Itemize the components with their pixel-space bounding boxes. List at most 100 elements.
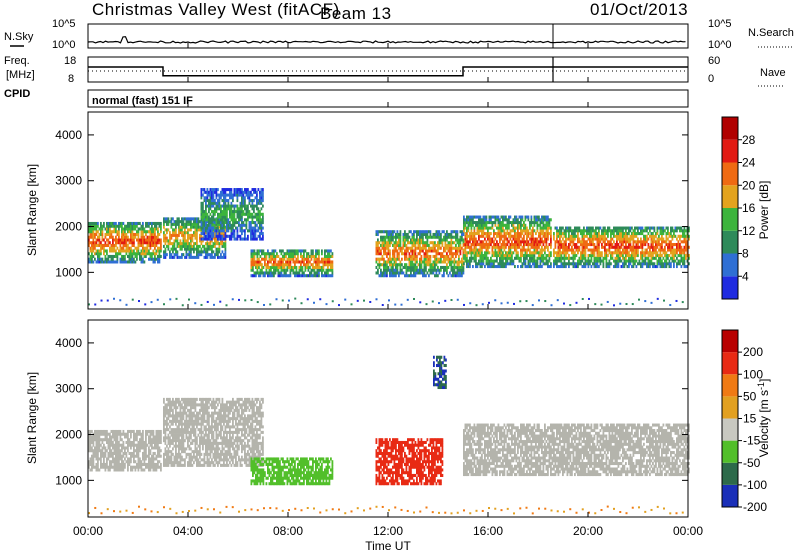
power-cell — [476, 251, 479, 255]
power-cell — [134, 260, 137, 264]
power-cell — [544, 234, 546, 238]
power-cell — [306, 274, 308, 278]
velocity-cell — [109, 454, 111, 458]
power-cell — [622, 234, 624, 238]
power-cell — [532, 245, 534, 249]
power-cell — [688, 245, 690, 249]
power-cell — [682, 256, 684, 260]
power-cell — [478, 262, 480, 266]
power-cell — [259, 226, 261, 230]
power-cell — [557, 254, 560, 258]
power-cell — [110, 257, 113, 261]
power-cell — [187, 228, 189, 232]
power-cell — [113, 246, 116, 250]
power-cell — [599, 237, 602, 241]
power-cell — [224, 234, 227, 238]
power-cell — [629, 234, 632, 238]
power-cell — [208, 193, 210, 197]
power-cell — [404, 257, 406, 261]
power-cell — [515, 226, 518, 230]
power-cell — [248, 201, 251, 205]
power-cell — [538, 256, 540, 260]
power-cell — [169, 250, 171, 254]
power-cell — [148, 241, 150, 245]
power-cell — [643, 229, 645, 233]
power-cell — [250, 223, 252, 227]
power-cell — [640, 229, 642, 233]
power-cell — [200, 303, 203, 306]
power-cell — [638, 298, 640, 301]
power-cell — [475, 223, 477, 227]
power-cell — [92, 221, 95, 226]
power-cell — [270, 257, 272, 261]
power-cell — [414, 265, 417, 269]
power-cell — [443, 274, 445, 278]
power-cell — [487, 248, 489, 252]
power-cell — [196, 225, 198, 229]
power-cell — [306, 265, 308, 269]
power-cell — [387, 265, 390, 269]
power-cell — [262, 249, 265, 253]
power-cell — [190, 233, 192, 237]
power-cell — [203, 244, 206, 248]
power-cell — [508, 240, 510, 244]
power-cell — [298, 271, 301, 275]
power-cell — [206, 188, 209, 192]
power-cell — [462, 232, 465, 236]
power-cell — [185, 222, 188, 226]
power-cell — [225, 304, 228, 307]
power-cell — [148, 224, 150, 228]
power-cell — [661, 254, 663, 258]
power-cell — [511, 256, 513, 260]
power-cell — [256, 201, 258, 205]
power-cell — [414, 254, 417, 258]
power-cell — [490, 243, 492, 247]
power-cell — [569, 240, 572, 244]
velocity-cell — [89, 435, 92, 439]
power-cell — [426, 252, 429, 256]
power-cell — [599, 251, 602, 255]
power-cell — [478, 248, 480, 252]
power-cell — [587, 237, 590, 241]
power-cell — [435, 232, 438, 236]
power-cell — [408, 252, 411, 256]
power-cell — [542, 223, 545, 227]
power-cell — [478, 229, 480, 233]
power-cell — [172, 228, 174, 232]
power-cell — [208, 199, 210, 203]
power-cell — [148, 249, 150, 253]
power-cell — [512, 262, 515, 266]
power-cell — [539, 265, 542, 269]
power-cell — [241, 199, 243, 203]
power-cell — [260, 221, 263, 225]
velocity-cell — [88, 438, 90, 442]
power-cell — [629, 254, 632, 258]
power-cell — [242, 204, 245, 208]
power-cell — [674, 243, 677, 247]
power-cell — [206, 190, 209, 194]
power-cell — [325, 254, 328, 258]
power-cell — [497, 251, 500, 255]
power-cell — [260, 229, 263, 233]
power-cell — [236, 221, 239, 225]
power-cell — [508, 218, 510, 222]
power-cell — [487, 226, 489, 230]
power-cell — [297, 271, 299, 275]
power-cell — [496, 215, 498, 219]
power-cell — [179, 255, 182, 259]
power-cell — [408, 265, 411, 269]
power-cell — [209, 244, 212, 248]
power-cell — [560, 251, 563, 255]
power-cell — [450, 268, 453, 272]
power-cell — [184, 236, 186, 240]
power-cell — [124, 235, 126, 239]
power-cell — [273, 257, 275, 261]
power-cell — [404, 243, 406, 247]
power-cell — [182, 242, 185, 246]
power-cell — [184, 231, 186, 235]
velocity-cell — [88, 429, 90, 434]
power-cell — [662, 229, 665, 233]
power-cell — [532, 254, 534, 258]
power-cell — [423, 241, 426, 245]
power-cell — [149, 241, 152, 245]
